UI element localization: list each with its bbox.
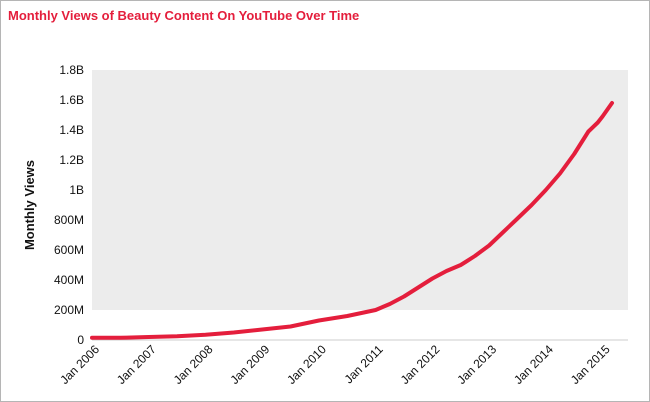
y-tick-label: 1.6B — [59, 93, 84, 107]
y-tick-label: 1.8B — [59, 63, 84, 77]
x-tick-label: Jan 2007 — [114, 342, 159, 387]
y-tick-label: 1B — [69, 183, 84, 197]
y-tick-label: 1.2B — [59, 153, 84, 167]
grid-band — [92, 190, 628, 220]
x-tick-label: Jan 2009 — [227, 342, 272, 387]
x-axis-ticks: Jan 2006 Jan 2007 Jan 2008 Jan 2009 Jan 2010… — [57, 342, 613, 387]
chart-title: Monthly Views of Beauty Content On YouTu… — [8, 8, 360, 23]
grid-band — [92, 220, 628, 250]
x-tick-label: Jan 2014 — [511, 342, 556, 387]
series-layer — [90, 101, 614, 340]
x-tick-label: Jan 2013 — [454, 342, 499, 387]
series-line — [90, 101, 614, 340]
grid-band — [92, 70, 628, 100]
y-tick-label: 600M — [54, 243, 84, 257]
grid-band — [92, 250, 628, 280]
y-axis-title: Monthly Views — [22, 160, 37, 250]
y-tick-label: 200M — [54, 303, 84, 317]
grid-band — [92, 100, 628, 130]
grid-band — [92, 160, 628, 190]
x-tick-label: Jan 2006 — [57, 342, 102, 387]
x-tick-label: Jan 2011 — [342, 342, 386, 386]
x-tick-label: Jan 2008 — [171, 342, 216, 387]
grid-band — [92, 130, 628, 160]
x-tick-label: Jan 2010 — [284, 342, 329, 387]
y-tick-label: 1.4B — [59, 123, 84, 137]
x-tick-label: Jan 2015 — [568, 342, 613, 387]
y-tick-label: 400M — [54, 273, 84, 287]
y-axis-ticks: 0 200M 400M 600M 800M 1B 1.2B 1.4B 1.6B 1.8B — [54, 63, 84, 347]
y-tick-label: 0 — [77, 333, 84, 347]
y-tick-label: 800M — [54, 213, 84, 227]
grid-bands — [92, 70, 628, 341]
x-tick-label: Jan 2012 — [398, 342, 443, 387]
grid-band — [92, 280, 628, 310]
